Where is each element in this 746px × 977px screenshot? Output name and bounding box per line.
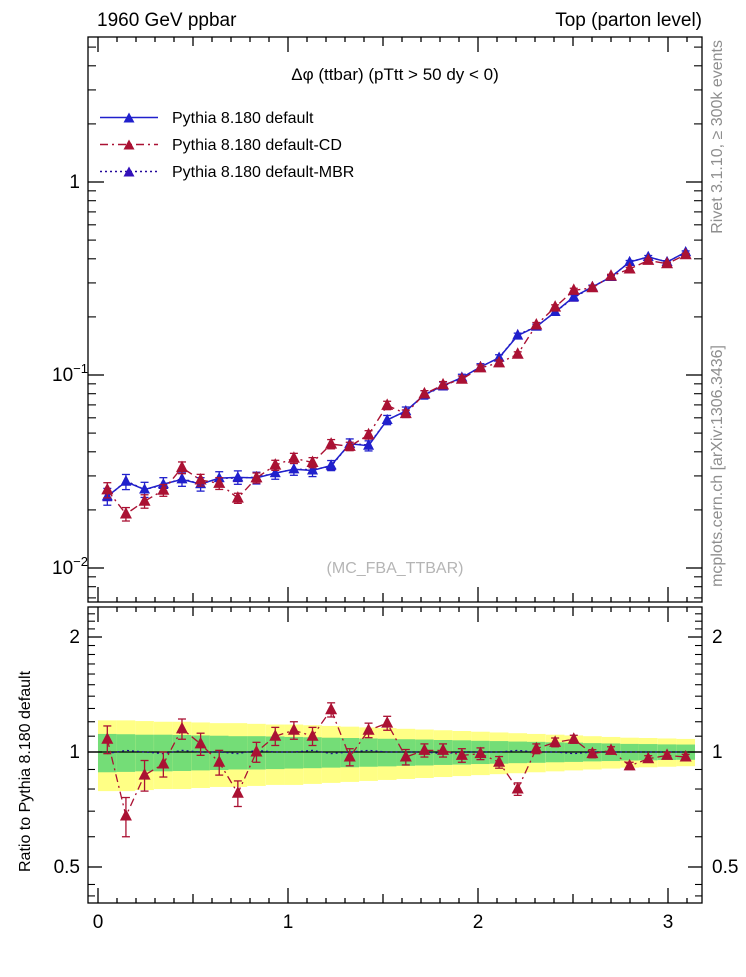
svg-text:0.5: 0.5: [712, 857, 738, 878]
svg-text:0.5: 0.5: [54, 857, 80, 878]
svg-text:2: 2: [473, 912, 484, 933]
ratio-uncertainty-bands: [97, 720, 695, 792]
axes: [87, 36, 703, 904]
svg-text:0: 0: [93, 912, 104, 933]
legend-label-default: Pythia 8.180 default: [172, 110, 314, 127]
ratio-series-cd: [101, 702, 692, 838]
plot-title: Δφ (ttbar) (pTtt > 50 dy < 0): [291, 65, 499, 84]
ratio-y-ticks: [88, 613, 702, 897]
series-default-cd: [101, 247, 692, 522]
ratio-series-mbr: [107, 749, 686, 755]
svg-text:1: 1: [712, 742, 723, 763]
series-default: [101, 246, 692, 506]
mcplots-attribution: mcplots.cern.ch [arXiv:1306.3436]: [709, 345, 726, 587]
svg-text:2: 2: [712, 627, 723, 648]
svg-text:1: 1: [69, 742, 80, 763]
beam-energy-label: 1960 GeV ppbar: [97, 10, 237, 31]
process-label: Top (parton level): [555, 10, 702, 31]
watermark: (MC_FBA_TTBAR): [327, 560, 464, 577]
svg-text:1: 1: [69, 172, 80, 193]
legend-label-cd: Pythia 8.180 default-CD: [172, 137, 342, 154]
rivet-version-note: Rivet 3.1.10, ≥ 300k events: [709, 40, 726, 234]
svg-text:1: 1: [283, 912, 294, 933]
svg-text:2: 2: [69, 627, 80, 648]
chart-over-layer: 1 10−1 10−2 2 2 1 1 0.5 0.5 0 1 2 3: [52, 36, 738, 933]
legend-samples: [100, 112, 158, 177]
legend-label-mbr: Pythia 8.180 default-MBR: [172, 164, 354, 181]
main-y-ticks: [88, 46, 702, 599]
axis-tick-labels: 1 10−1 10−2 2 2 1 1 0.5 0.5 0 1 2 3: [52, 172, 738, 933]
ratio-axis-title: Ratio to Pythia 8.180 default: [17, 670, 34, 872]
series-default-mbr: [102, 246, 691, 502]
svg-text:3: 3: [663, 912, 674, 933]
svg-text:10−1: 10−1: [52, 361, 88, 386]
svg-text:10−2: 10−2: [52, 554, 88, 579]
